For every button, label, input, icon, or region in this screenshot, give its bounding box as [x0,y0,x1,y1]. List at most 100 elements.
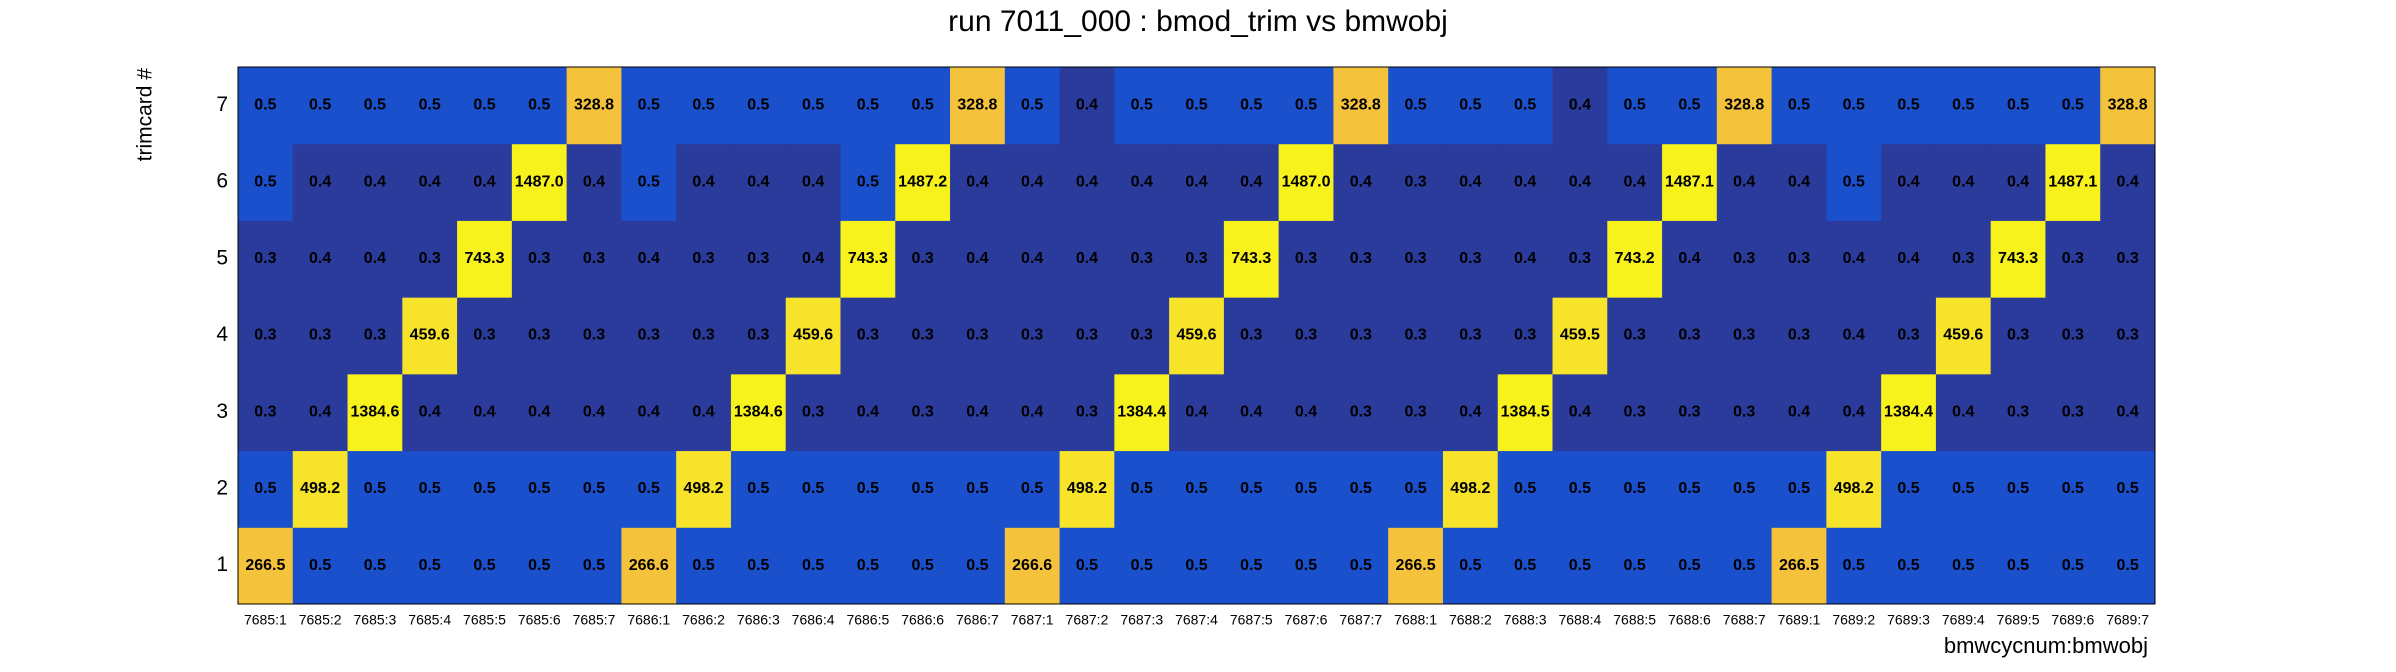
cell-label: 0.4 [583,403,605,420]
heatmap-cell [1881,67,1937,145]
cell-label: 0.4 [857,403,879,420]
cell-label: 0.5 [583,557,605,574]
heatmap-cell [1771,450,1827,528]
cell-label: 0.3 [1624,403,1646,420]
heatmap-cell [1935,67,1992,145]
cell-label: 0.4 [1514,173,1536,190]
heatmap-cell [2100,373,2156,452]
heatmap-cell [2045,450,2101,528]
cell-label: 1487.0 [515,173,564,190]
heatmap-cell [1662,220,1718,298]
cell-label: 0.4 [1295,403,1317,420]
cell-label: 0.5 [747,557,769,574]
cell-label: 0.4 [309,250,331,267]
heatmap-cell [1442,220,1499,298]
heatmap-cell [292,450,349,528]
heatmap-cell [1935,220,1992,298]
heatmap-cell [1223,220,1280,298]
x-tick-label: 7689:3 [1887,612,1930,628]
heatmap-cell [566,450,622,528]
heatmap-cell [2045,67,2101,145]
x-tick-label: 7685:1 [244,612,287,628]
heatmap-cell [950,220,1006,298]
heatmap-cell [347,527,403,605]
heatmap-cell [621,450,677,528]
heatmap-cell [1223,527,1280,605]
heatmap-cell [238,297,294,375]
plot-frame [237,66,2156,605]
heatmap-cell [1278,220,1334,298]
heatmap-cell [457,143,513,221]
cell-label: 1384.6 [734,403,783,420]
heatmap-cell [895,220,951,298]
y-axis-label: trimcard # [134,68,157,162]
cell-label: 0.3 [857,327,879,344]
heatmap-cell [785,450,841,528]
heatmap-cell [950,373,1006,452]
heatmap-cell [511,527,568,605]
heatmap-cell [1935,450,1992,528]
cell-label: 0.4 [1624,173,1646,190]
heatmap-cell [347,143,403,221]
heatmap-cell [676,220,732,298]
heatmap-cell [2045,527,2101,605]
heatmap-cell [457,297,513,375]
cell-label: 0.4 [583,173,605,190]
heatmap-cell [1059,373,1115,452]
heatmap-cell [1442,450,1499,528]
heatmap-cell [1333,143,1389,221]
cell-label: 0.5 [1240,480,1262,497]
heatmap-cell [1278,373,1334,452]
heatmap-cell [621,143,677,221]
cell-label: 0.5 [1240,97,1262,114]
cell-label: 266.5 [1396,557,1436,574]
cell-label: 0.5 [1897,480,1919,497]
heatmap-cell [1004,143,1061,221]
cell-label: 0.5 [966,480,988,497]
cell-label: 0.5 [2116,557,2138,574]
cell-label: 0.4 [1678,250,1700,267]
cell-label: 0.5 [2007,97,2029,114]
heatmap-cell [347,220,403,298]
heatmap-cell [1223,373,1280,452]
heatmap-cell [238,527,294,605]
heatmap-cell [1497,373,1554,452]
heatmap-cell [1497,297,1554,375]
cell-label: 0.3 [1185,250,1207,267]
cell-label: 0.3 [1076,327,1098,344]
cell-label: 0.3 [1404,173,1426,190]
cell-label: 0.3 [1021,327,1043,344]
cell-label: 0.4 [1569,173,1591,190]
heatmap-cell [292,373,349,452]
cell-label: 0.4 [309,173,331,190]
cell-label: 0.4 [364,173,386,190]
cell-label: 0.4 [1569,97,1591,114]
cell-label: 0.5 [1843,97,1865,114]
x-tick-label: 7686:5 [846,612,889,628]
cell-label: 0.5 [1131,557,1153,574]
heatmap-cell [1223,67,1280,145]
cell-label: 0.5 [638,480,660,497]
y-tick-label: 6 [216,170,228,193]
cell-label: 0.3 [802,403,824,420]
heatmap-cell [566,220,622,298]
cell-label: 0.5 [692,97,714,114]
heatmap-cell [1442,297,1499,375]
cell-label: 0.5 [364,97,386,114]
heatmap-cell [1662,297,1718,375]
cell-label: 0.3 [2062,403,2084,420]
x-tick-label: 7687:4 [1175,612,1218,628]
cell-label: 0.4 [2116,173,2138,190]
heatmap-cell [840,220,896,298]
cell-label: 0.3 [912,403,934,420]
heatmap-cell [785,527,841,605]
cell-label: 0.4 [1897,250,1919,267]
cell-label: 498.2 [300,480,340,497]
heatmap-cell [1826,220,1882,298]
heatmap-cell [730,450,787,528]
cell-label: 0.5 [2062,97,2084,114]
heatmap-cell [1990,67,2046,145]
heatmap-cell [1114,143,1170,221]
cell-label: 0.3 [1459,327,1481,344]
heatmap-cell [2100,297,2156,375]
